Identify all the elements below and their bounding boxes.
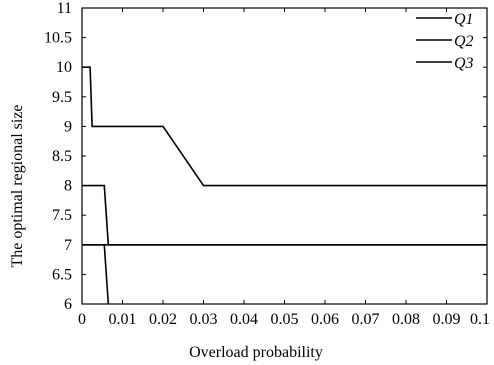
x-tick-label: 0.04 (230, 311, 258, 328)
legend-label-q1: Q1 (454, 11, 474, 28)
x-tick-label: 0.05 (271, 311, 299, 328)
x-tick-label: 0.09 (433, 311, 461, 328)
y-tick-label: 9.5 (52, 89, 72, 106)
x-tick-labels: 0 0.01 0.02 0.03 0.04 0.05 0.06 0.07 0.08 0.09 0.1 (78, 311, 490, 328)
series-lines (82, 66, 487, 305)
series-line-q1 (82, 66, 487, 187)
y-axis-title: The optimal regional size (9, 104, 26, 267)
y-tick-labels: 6 6.5 7 7.5 8 8.5 9 9.5 10 10.5 11 (44, 0, 72, 313)
x-tick-label: 0.02 (149, 311, 177, 328)
y-tick-label: 8.5 (52, 148, 72, 165)
y-tick-label: 11 (57, 0, 72, 17)
x-axis-title: Overload probability (189, 344, 323, 361)
y-tick-label: 9 (64, 118, 72, 135)
x-tick-label: 0 (78, 311, 86, 328)
axis-ticks (81, 7, 488, 305)
y-tick-label: 6 (64, 296, 72, 313)
x-tick-label: 0.08 (392, 311, 420, 328)
y-tick-label: 7 (64, 237, 72, 254)
series-line-q3 (82, 184, 487, 246)
y-tick-label: 8 (64, 178, 72, 195)
series-line-unlabeled (82, 244, 110, 305)
x-tick-label: 0.03 (190, 311, 218, 328)
x-tick-label: 0.06 (311, 311, 339, 328)
x-tick-label: 0.07 (352, 311, 380, 328)
x-tick-label: 0.01 (109, 311, 137, 328)
x-tick-label: 0.1 (470, 311, 490, 328)
legend-label-q2: Q2 (454, 33, 474, 50)
plot-frame (81, 7, 488, 305)
y-tick-label: 6.5 (52, 266, 72, 283)
y-tick-label: 10 (56, 59, 72, 76)
y-tick-label: 7.5 (52, 207, 72, 224)
legend-label-q3: Q3 (454, 55, 474, 72)
y-tick-label: 10.5 (44, 30, 72, 47)
legend: Q1 Q2 Q3 (416, 11, 474, 72)
